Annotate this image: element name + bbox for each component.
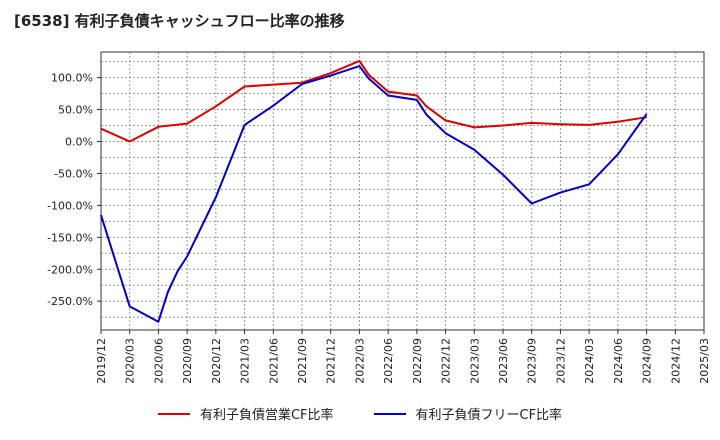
x-tick-label: 2022/12	[440, 338, 453, 384]
legend-swatch-operating-cf	[157, 412, 190, 415]
x-tick-label: 2023/03	[468, 338, 481, 384]
y-tick-label: -50.0%	[54, 167, 93, 180]
y-tick-label: 50.0%	[58, 104, 93, 117]
y-tick-label: -100.0%	[47, 199, 93, 212]
y-tick-label: -250.0%	[47, 295, 93, 308]
x-tick-label: 2022/06	[382, 338, 395, 384]
y-tick-label: 100.0%	[51, 72, 93, 85]
x-tick-label: 2023/09	[526, 338, 539, 384]
x-tick-label: 2022/09	[411, 338, 424, 384]
x-tick-label: 2021/03	[239, 338, 252, 384]
y-tick-label: 0.0%	[65, 135, 93, 148]
x-tick-label: 2021/09	[296, 338, 309, 384]
x-tick-label: 2022/03	[353, 338, 366, 384]
y-tick-label: -200.0%	[47, 263, 93, 276]
x-tick-label: 2021/06	[267, 338, 280, 384]
x-tick-label: 2020/09	[181, 338, 194, 384]
y-tick-label: -150.0%	[47, 231, 93, 244]
x-tick-label: 2024/03	[583, 338, 596, 384]
x-tick-label: 2020/12	[210, 338, 223, 384]
plot-frame	[100, 51, 705, 331]
x-tick-label: 2025/03	[698, 338, 711, 384]
legend-item-free-cf: 有利子負債フリーCF比率	[373, 404, 563, 423]
chart-title: [6538] 有利子負債キャッシュフロー比率の推移	[14, 12, 345, 30]
series-line-operating-cf	[100, 59, 647, 143]
legend-label-free-cf: 有利子負債フリーCF比率	[415, 408, 563, 423]
x-tick-label: 2020/06	[152, 338, 165, 384]
legend-label-operating-cf: 有利子負債営業CF比率	[199, 408, 334, 423]
x-tick-label: 2024/06	[612, 338, 625, 384]
series-line-free-cf	[100, 65, 648, 323]
x-tick-label: 2021/12	[325, 338, 338, 384]
x-tick-label: 2024/09	[641, 338, 654, 384]
x-tick-label: 2019/12	[95, 338, 108, 384]
x-tick-label: 2024/12	[669, 338, 682, 384]
x-tick-label: 2023/12	[554, 338, 567, 384]
x-tick-label: 2020/03	[124, 338, 137, 384]
legend-swatch-free-cf	[373, 412, 406, 415]
legend: 有利子負債営業CF比率 有利子負債フリーCF比率	[0, 404, 720, 423]
x-tick-label: 2023/06	[497, 338, 510, 384]
legend-item-operating-cf: 有利子負債営業CF比率	[157, 404, 334, 423]
